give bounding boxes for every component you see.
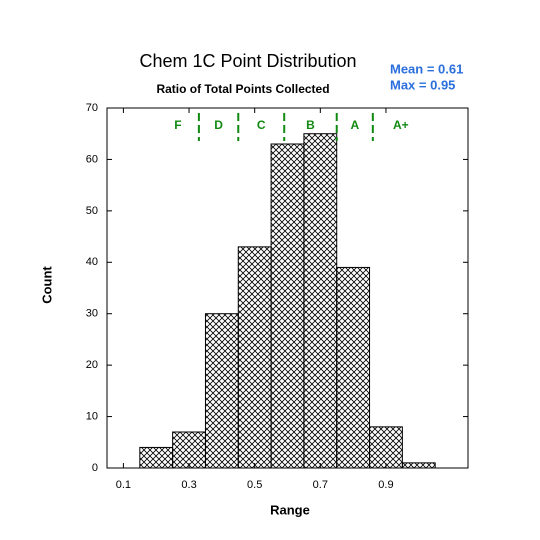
grade-letter: D xyxy=(214,118,223,132)
grade-letter: A xyxy=(350,118,359,132)
y-tick-label: 30 xyxy=(86,308,98,320)
y-tick-label: 50 xyxy=(86,205,98,217)
x-tick-label: 0.1 xyxy=(116,479,131,491)
x-tick-label: 0.5 xyxy=(247,479,262,491)
grade-letter: F xyxy=(174,118,181,132)
bar xyxy=(237,246,272,469)
bar xyxy=(369,426,403,469)
chart-subtitle: Ratio of Total Points Collected xyxy=(156,82,329,96)
bar xyxy=(204,313,239,469)
y-axis-label: Count xyxy=(39,266,54,304)
bar xyxy=(401,462,436,469)
bar xyxy=(172,431,206,469)
grade-letter: A+ xyxy=(393,118,409,132)
y-tick-label: 60 xyxy=(86,153,98,165)
x-tick-label: 0.9 xyxy=(378,479,393,491)
annotation: Mean = 0.61 xyxy=(390,61,463,76)
bar xyxy=(336,266,371,469)
grade-letter: B xyxy=(306,118,315,132)
x-tick-label: 0.7 xyxy=(313,479,328,491)
chart-title: Chem 1C Point Distribution xyxy=(139,51,356,71)
bar xyxy=(270,143,305,469)
y-tick-label: 10 xyxy=(86,410,98,422)
x-tick-label: 0.3 xyxy=(181,479,196,491)
y-tick-label: 20 xyxy=(86,359,98,371)
y-tick-label: 0 xyxy=(92,462,98,474)
x-axis-label: Range xyxy=(270,502,310,517)
bar xyxy=(303,133,338,469)
grade-letter: C xyxy=(257,118,266,132)
bar xyxy=(139,446,174,469)
y-tick-label: 70 xyxy=(86,102,98,114)
annotation: Max = 0.95 xyxy=(390,77,455,92)
y-tick-label: 40 xyxy=(86,256,98,268)
